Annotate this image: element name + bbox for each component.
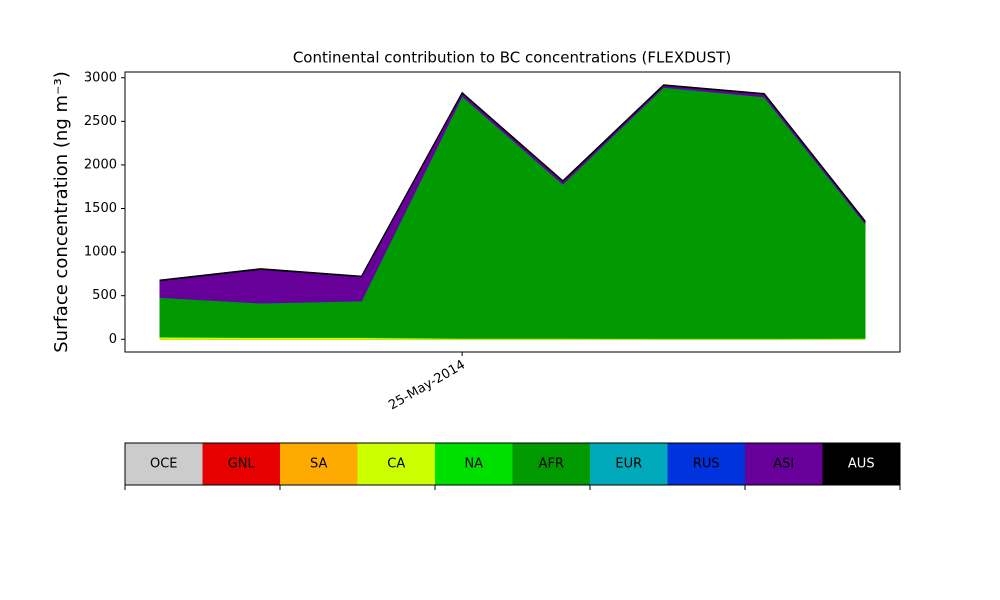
x-tick-label: 25-May-2014 xyxy=(386,358,468,414)
y-tick-label: 1500 xyxy=(84,201,117,216)
legend-label: AUS xyxy=(848,457,875,472)
chart-title: Continental contribution to BC concentra… xyxy=(293,49,731,67)
legend-label: CA xyxy=(387,457,405,472)
area xyxy=(159,84,866,282)
y-tick-label: 500 xyxy=(92,288,117,303)
legend-label: AFR xyxy=(539,457,564,472)
legend-swatch xyxy=(512,443,591,485)
legend-swatch xyxy=(280,443,358,485)
legend-swatch xyxy=(357,443,436,485)
legend-swatch xyxy=(202,443,281,485)
legend-label: EUR xyxy=(615,457,642,472)
y-axis-label: Surface concentration (ng m⁻³) xyxy=(51,71,72,353)
legend-swatch xyxy=(667,443,746,485)
legend-label: SA xyxy=(310,457,327,472)
y-tick-label: 1000 xyxy=(84,245,117,260)
legend-swatch xyxy=(590,443,668,485)
legend-label: ASI xyxy=(773,457,794,472)
plot-frame xyxy=(124,71,901,353)
y-tick-label: 2000 xyxy=(84,157,117,172)
legend-swatch xyxy=(745,443,823,485)
legend-label: GNL xyxy=(228,457,256,472)
y-tick-label: 3000 xyxy=(84,70,117,85)
y-tick-label: 2500 xyxy=(84,114,117,129)
legend-swatch xyxy=(435,443,513,485)
legend-label: OCE xyxy=(150,457,178,472)
legend-swatch xyxy=(125,443,203,485)
y-tick-label: 0 xyxy=(109,332,117,347)
legend-swatch xyxy=(822,443,901,485)
legend-frame xyxy=(124,442,901,486)
legend-label: NA xyxy=(464,457,483,472)
legend-label: RUS xyxy=(693,457,720,472)
